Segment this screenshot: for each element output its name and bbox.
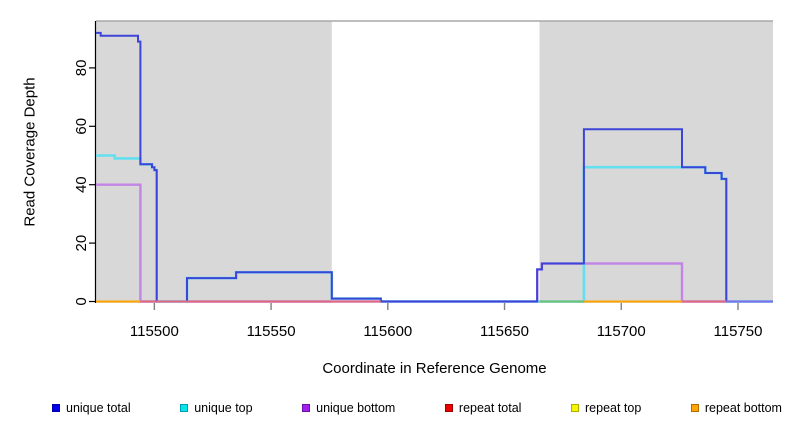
x-tick-label: 115600: [363, 323, 412, 340]
x-tick-label: 115550: [247, 323, 296, 340]
y-tick-label: 60: [73, 118, 90, 135]
y-tick-label: 80: [73, 60, 90, 77]
legend-label-repeat-top: repeat top: [585, 401, 642, 415]
series-line-unique-total: [96, 31, 773, 303]
legend-swatch-icon-repeat-top: [571, 404, 579, 412]
x-tick-label: 115700: [597, 323, 646, 340]
legend-item-repeat-top: repeat top: [571, 401, 641, 415]
x-tick-label: 115500: [130, 323, 179, 340]
legend-item-unique-bottom: unique bottom: [302, 401, 395, 415]
y-axis-title: Read Coverage Depth: [21, 77, 39, 227]
y-tick-label: 0: [73, 297, 90, 305]
legend-swatch-icon-unique-total: [52, 404, 60, 412]
legend-label-repeat-bottom: repeat bottom: [704, 401, 782, 415]
shaded-region-2: [539, 21, 773, 303]
x-tick-label: 115650: [480, 323, 529, 340]
legend-swatch-icon-repeat-bottom: [690, 404, 699, 412]
legend-swatch-icon-unique-top: [180, 404, 189, 412]
legend-item-unique-total: unique total: [52, 401, 131, 415]
legend-item-repeat-total: repeat total: [444, 401, 522, 415]
x-axis-title: Coordinate in Reference Genome: [322, 360, 547, 377]
y-tick-label: 40: [73, 176, 90, 193]
legend-item-repeat-bottom: repeat bottom: [690, 401, 782, 415]
legend-label-unique-total: unique total: [66, 401, 131, 415]
legend-label-unique-bottom: unique bottom: [316, 401, 396, 415]
legend-item-unique-top: unique top: [180, 401, 253, 415]
legend-swatch-icon-repeat-total: [444, 404, 453, 412]
legend: unique total unique top unique bottom repea…: [52, 399, 782, 417]
y-tick-label: 20: [73, 235, 90, 252]
legend-swatch-icon-unique-bottom: [302, 404, 311, 412]
shaded-region-1: [96, 21, 332, 303]
legend-label-unique-top: unique top: [194, 401, 253, 415]
x-tick-label: 115750: [714, 323, 763, 340]
legend-label-repeat-total: repeat total: [458, 401, 522, 415]
